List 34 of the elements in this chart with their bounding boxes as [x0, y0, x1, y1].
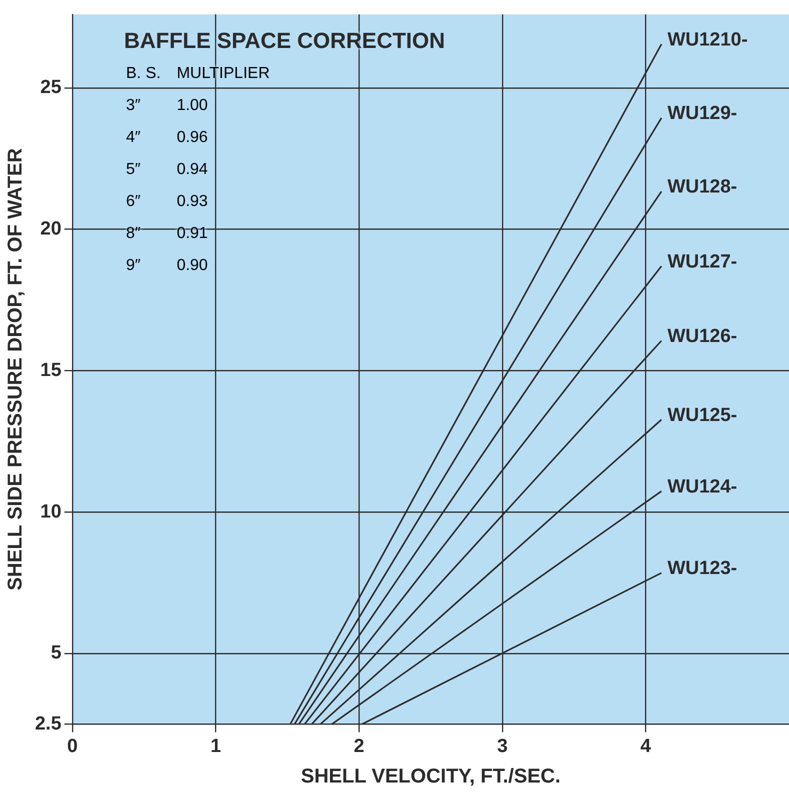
series-label: WU127-	[667, 251, 738, 272]
annotation: 0.90	[176, 256, 209, 276]
annotation: 0.94	[176, 160, 209, 180]
annotation: B. S.	[125, 64, 162, 84]
y-tick-label: 5	[50, 642, 62, 664]
y-tick-label: 15	[40, 360, 62, 381]
x-tick-label: 1	[210, 736, 222, 757]
annotation: 9″	[125, 256, 142, 276]
y-tick-label: 25	[40, 77, 62, 98]
y-tick-label: 20	[40, 218, 62, 240]
x-axis-title: SHELL VELOCITY, FT./SEC.	[300, 766, 561, 788]
y-tick-label: 2.5	[34, 713, 62, 734]
annotation: 8″	[125, 224, 142, 244]
series-label: WU1210-	[667, 29, 748, 50]
series-label: WU125-	[667, 404, 738, 426]
x-tick-label: 4	[640, 736, 652, 757]
series-label: WU129-	[667, 103, 738, 124]
series-label: WU128-	[667, 176, 738, 198]
annotation: 5″	[125, 160, 142, 180]
series-label: WU123-	[667, 558, 738, 580]
x-tick-label: 2	[354, 736, 364, 757]
x-tick-label: 0	[67, 736, 78, 757]
series-label: WU126-	[667, 326, 738, 347]
annotation: 0.91	[176, 224, 209, 244]
series-label: WU124-	[667, 476, 738, 498]
annotation: 0.96	[176, 128, 209, 148]
annotation: 6″	[125, 192, 142, 212]
annotation: 1.00	[176, 96, 209, 116]
annotation: 0.93	[176, 192, 209, 212]
x-tick-label: 3	[497, 736, 508, 757]
y-axis-title: SHELL SIDE PRESSURE DROP, FT. OF WATER	[4, 148, 27, 590]
y-tick-label: 10	[40, 501, 62, 522]
annotation: 3″	[125, 96, 142, 116]
annotation: 4″	[125, 128, 142, 148]
